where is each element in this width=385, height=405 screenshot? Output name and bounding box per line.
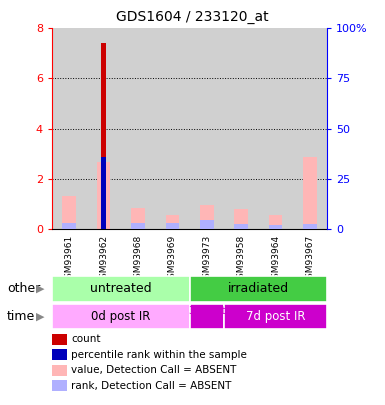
Text: 0d post IR: 0d post IR — [91, 310, 151, 323]
Text: ▶: ▶ — [36, 284, 45, 294]
Text: untreated: untreated — [90, 282, 152, 296]
Bar — [101, 43, 106, 229]
Bar — [97, 162, 110, 229]
Bar — [200, 220, 214, 229]
Text: other: other — [7, 282, 40, 296]
Bar — [52, 276, 189, 302]
Bar — [224, 304, 327, 329]
Bar — [121, 28, 155, 229]
Bar — [189, 28, 224, 229]
Bar — [234, 209, 248, 229]
Bar — [52, 304, 189, 329]
Text: count: count — [71, 335, 101, 344]
Text: ▶: ▶ — [36, 311, 45, 322]
Text: irradiated: irradiated — [228, 282, 289, 296]
Bar — [52, 28, 86, 229]
Bar — [303, 224, 317, 229]
Text: value, Detection Call = ABSENT: value, Detection Call = ABSENT — [71, 365, 237, 375]
Bar — [101, 158, 106, 229]
Text: time: time — [7, 310, 35, 323]
Text: GDS1604 / 233120_at: GDS1604 / 233120_at — [116, 10, 269, 24]
Text: rank, Detection Call = ABSENT: rank, Detection Call = ABSENT — [71, 381, 232, 390]
Bar — [269, 215, 283, 229]
Text: 3d post
IR: 3d post IR — [189, 306, 225, 327]
Bar — [155, 28, 190, 229]
Bar — [189, 304, 224, 329]
Bar — [234, 224, 248, 229]
Bar — [200, 205, 214, 229]
Bar — [293, 28, 327, 229]
Bar — [166, 223, 179, 229]
Bar — [303, 158, 317, 229]
Bar — [86, 28, 121, 229]
Bar — [131, 207, 145, 229]
Bar — [62, 196, 76, 229]
Text: 7d post IR: 7d post IR — [246, 310, 305, 323]
Bar — [224, 28, 258, 229]
Bar — [258, 28, 293, 229]
Bar — [62, 223, 76, 229]
Bar — [166, 215, 179, 229]
Bar — [269, 225, 283, 229]
Bar — [189, 276, 327, 302]
Text: percentile rank within the sample: percentile rank within the sample — [71, 350, 247, 360]
Bar — [131, 223, 145, 229]
